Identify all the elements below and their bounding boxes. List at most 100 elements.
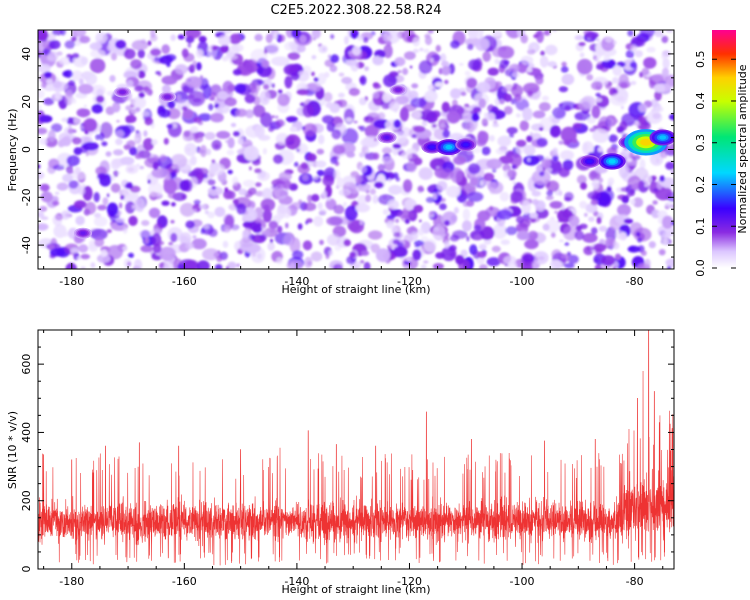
heatmap-noise-blob bbox=[644, 258, 651, 269]
snr-axes: -180 -160 -140 -120 -100 -80 0 200 400 600 bbox=[20, 329, 674, 588]
heatmap-noise-blob bbox=[285, 116, 298, 123]
heatmap-noise-blob bbox=[78, 244, 89, 253]
heatmap-noise-blob bbox=[242, 221, 253, 228]
heatmap-noise-blob bbox=[507, 261, 518, 269]
heatmap-noise-blob bbox=[181, 106, 188, 111]
heatmap-noise-blob bbox=[70, 172, 87, 180]
heatmap-noise-blob bbox=[161, 84, 171, 94]
heatmap-noise-blob bbox=[614, 253, 622, 261]
heatmap-noise-blob bbox=[466, 236, 470, 242]
heatmap-noise-blob bbox=[122, 226, 128, 234]
heatmap-noise-blob bbox=[529, 212, 538, 219]
heatmap-noise-blob bbox=[263, 96, 268, 102]
heatmap-noise-blob bbox=[466, 77, 478, 89]
heatmap-noise-blob bbox=[187, 42, 192, 48]
heatmap-noise-blob bbox=[544, 44, 558, 56]
heatmap-noise-blob bbox=[630, 80, 637, 86]
heatmap-noise-blob bbox=[99, 132, 105, 141]
heatmap-noise-blob bbox=[120, 156, 135, 166]
heatmap-noise-blob bbox=[302, 174, 309, 181]
heatmap-noise-blob bbox=[80, 266, 86, 269]
heatmap-noise-blob bbox=[643, 57, 657, 69]
heatmap-noise-blob bbox=[230, 122, 237, 128]
heatmap-noise-blob bbox=[539, 55, 549, 68]
heatmap-hotspot bbox=[384, 136, 390, 139]
heatmap-noise-blob bbox=[344, 35, 349, 45]
heatmap-noise-blob bbox=[639, 158, 646, 170]
heatmap-noise-blob bbox=[383, 74, 397, 88]
heatmap-x-tick-label: -180 bbox=[59, 275, 84, 288]
heatmap-noise-blob bbox=[631, 154, 641, 160]
heatmap-noise-blob bbox=[229, 33, 242, 45]
heatmap-noise-blob bbox=[200, 228, 205, 235]
heatmap-noise-blob bbox=[89, 58, 106, 74]
heatmap-noise-blob bbox=[318, 208, 327, 215]
colorbar-tick-label: 0.3 bbox=[694, 134, 707, 152]
heatmap-noise-blob bbox=[510, 98, 517, 105]
heatmap-noise-blob bbox=[527, 48, 536, 55]
heatmap-noise-blob bbox=[341, 76, 353, 85]
heatmap-noise-blob bbox=[179, 179, 190, 192]
heatmap-noise-blob bbox=[412, 48, 419, 54]
heatmap-noise-blob bbox=[326, 233, 341, 246]
heatmap-noise-blob bbox=[135, 107, 141, 112]
heatmap-noise-blob bbox=[436, 180, 448, 191]
heatmap-noise-blob bbox=[199, 75, 203, 80]
heatmap-noise-blob bbox=[637, 237, 643, 243]
heatmap-noise-blob bbox=[161, 200, 170, 206]
heatmap-noise-blob bbox=[585, 31, 599, 39]
heatmap-noise-blob bbox=[303, 202, 317, 212]
heatmap-noise-blob bbox=[254, 182, 262, 188]
heatmap-noise-blob bbox=[667, 143, 674, 155]
heatmap-noise-blob bbox=[273, 34, 278, 40]
heatmap-noise-blob bbox=[386, 40, 392, 47]
heatmap-noise-blob bbox=[355, 203, 371, 213]
heatmap-noise-blob bbox=[333, 204, 345, 215]
heatmap-noise-blob bbox=[208, 163, 226, 176]
heatmap-noise-blob bbox=[338, 188, 351, 197]
snr-x-tick-label: -100 bbox=[510, 575, 535, 588]
heatmap-noise-blob bbox=[580, 182, 587, 190]
heatmap-noise-blob bbox=[563, 225, 578, 241]
heatmap-noise-blob bbox=[377, 163, 386, 172]
heatmap-noise-blob bbox=[639, 30, 655, 38]
heatmap-noise-blob bbox=[144, 236, 150, 245]
heatmap-noise-blob bbox=[505, 226, 518, 236]
heatmap-noise-blob bbox=[661, 67, 670, 77]
heatmap-noise-blob bbox=[441, 65, 451, 76]
heatmap-noise-blob bbox=[151, 139, 158, 146]
heatmap-noise-blob bbox=[225, 266, 230, 269]
heatmap-noise-blob bbox=[481, 118, 489, 127]
heatmap-noise-blob bbox=[526, 135, 533, 143]
heatmap-noise-blob bbox=[437, 191, 441, 196]
heatmap-noise-blob bbox=[74, 166, 81, 175]
heatmap-noise-blob bbox=[330, 54, 339, 63]
heatmap-noise-blob bbox=[418, 60, 433, 74]
heatmap-noise-blob bbox=[621, 105, 624, 110]
heatmap-noise-blob bbox=[532, 198, 539, 206]
heatmap-noise-blob bbox=[516, 215, 524, 224]
colorbar-axes: 0.0 0.1 0.2 0.3 0.4 0.5 bbox=[694, 50, 736, 277]
heatmap-noise-blob bbox=[612, 65, 622, 76]
heatmap-noise-blob bbox=[453, 207, 459, 214]
heatmap-noise-blob bbox=[492, 123, 500, 128]
colorbar-tick-label: 0.5 bbox=[694, 50, 707, 68]
heatmap-noise-blob bbox=[629, 61, 637, 69]
heatmap-noise-blob bbox=[598, 225, 608, 232]
heatmap-noise-blob bbox=[159, 108, 171, 118]
heatmap-noise-blob bbox=[289, 126, 298, 132]
heatmap-noise-blob bbox=[214, 143, 219, 147]
heatmap-noise-blob bbox=[137, 49, 145, 59]
heatmap-noise-blob bbox=[196, 260, 210, 269]
heatmap-noise-blob bbox=[383, 44, 393, 59]
heatmap-noise-blob bbox=[152, 243, 162, 254]
heatmap-noise-blob bbox=[449, 234, 460, 242]
heatmap-noise-blob bbox=[346, 151, 355, 158]
heatmap-noise-blob bbox=[193, 199, 201, 205]
heatmap-noise-blob bbox=[154, 56, 160, 62]
heatmap-noise-blob bbox=[100, 249, 108, 257]
heatmap-noise-blob bbox=[48, 39, 61, 50]
heatmap-noise-blob bbox=[67, 128, 74, 134]
heatmap-noise-blob bbox=[58, 56, 72, 66]
heatmap-noise-blob bbox=[353, 120, 358, 124]
